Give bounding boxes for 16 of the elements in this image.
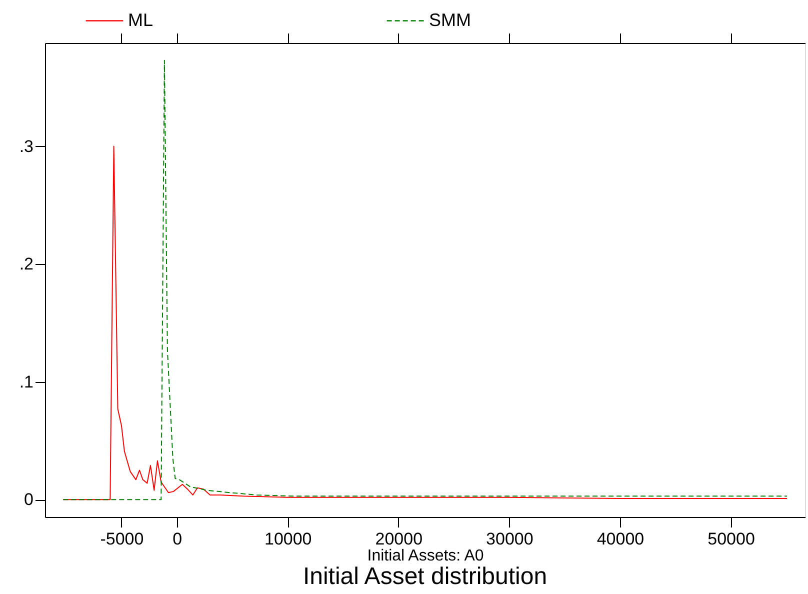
y-tick-label: .2: [19, 254, 34, 274]
x-tick-label: 30000: [486, 530, 534, 548]
y-tick-label: .1: [19, 372, 34, 392]
x-tick-label: 50000: [708, 530, 755, 548]
y-tick-label: .3: [19, 136, 34, 156]
legend-label: ML: [128, 10, 154, 30]
x-axis-title: Initial Assets: A0: [367, 548, 484, 564]
x-tick-label: 10000: [264, 530, 312, 548]
text: Initial Asset distribution: [302, 563, 548, 590]
x-tick-label: 20000: [375, 530, 423, 548]
x-tick-label: 40000: [596, 530, 644, 548]
x-tick-label: -5000: [100, 530, 144, 548]
legend-label: SMM: [429, 10, 471, 30]
y-tick-label: 0: [24, 490, 34, 510]
x-tick-label: 0: [172, 530, 182, 548]
line-series: [62, 60, 788, 500]
